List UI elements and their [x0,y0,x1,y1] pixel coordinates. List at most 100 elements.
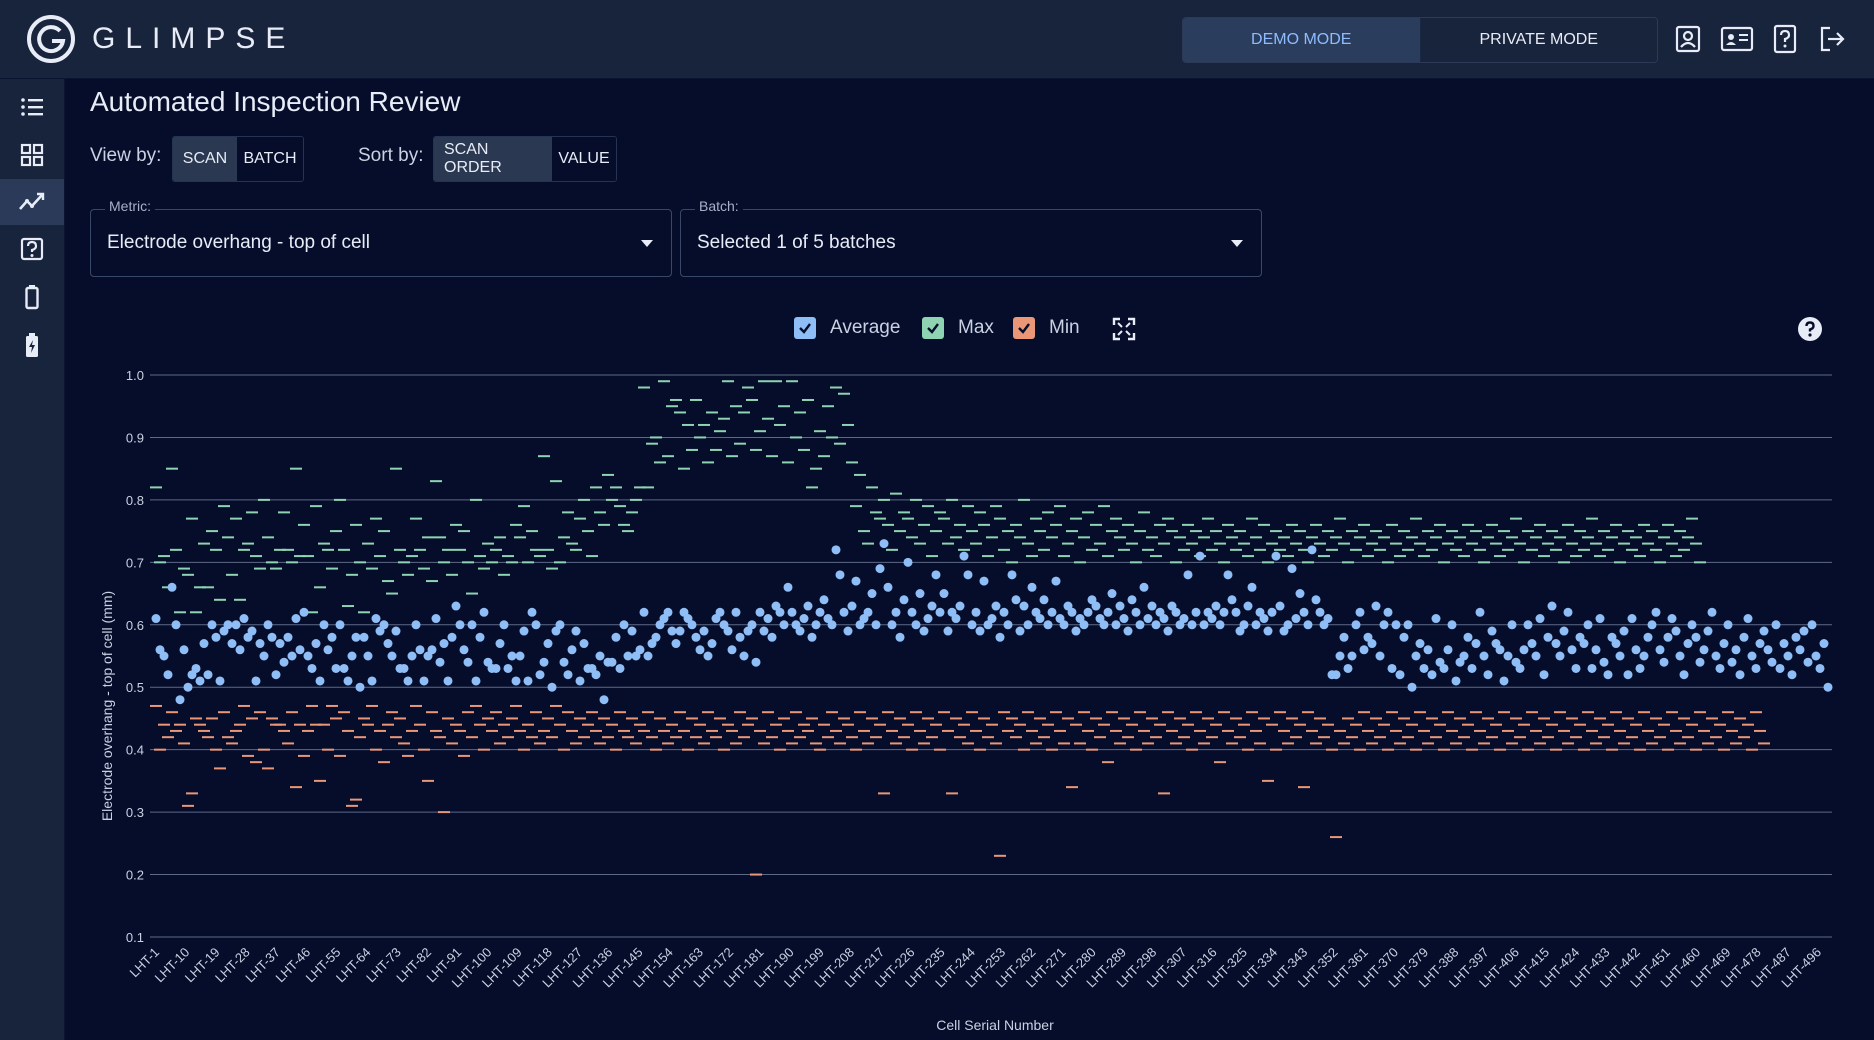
average-point[interactable] [1043,620,1053,630]
average-point[interactable] [1039,595,1049,605]
average-point[interactable] [1483,670,1493,680]
average-point[interactable] [1147,601,1157,611]
average-point[interactable] [751,657,761,667]
help-document-icon[interactable] [1770,24,1800,54]
average-point[interactable] [775,607,785,617]
average-point[interactable] [363,651,373,661]
average-point[interactable] [1267,607,1277,617]
average-point[interactable] [271,670,281,680]
average-point[interactable] [291,614,301,624]
average-point[interactable] [399,663,409,673]
average-point[interactable] [1743,614,1753,624]
average-point[interactable] [1799,626,1809,636]
average-point[interactable] [1179,614,1189,624]
sidebar-item-list[interactable] [0,84,64,130]
average-point[interactable] [1739,632,1749,642]
average-point[interactable] [875,564,885,574]
average-point[interactable] [1579,639,1589,649]
average-point[interactable] [203,670,213,680]
average-point[interactable] [1647,620,1657,630]
average-point[interactable] [1079,620,1089,630]
average-point[interactable] [591,670,601,680]
average-point[interactable] [991,601,1001,611]
average-point[interactable] [1335,651,1345,661]
average-point[interactable] [755,607,765,617]
average-point[interactable] [151,614,161,624]
average-point[interactable] [1567,645,1577,655]
average-point[interactable] [943,626,953,636]
average-point[interactable] [331,663,341,673]
average-point[interactable] [1783,651,1793,661]
average-point[interactable] [1543,632,1553,642]
average-point[interactable] [1339,632,1349,642]
average-point[interactable] [1735,670,1745,680]
average-point[interactable] [543,639,553,649]
average-point[interactable] [527,607,537,617]
average-point[interactable] [519,626,529,636]
average-point[interactable] [1459,651,1469,661]
average-point[interactable] [987,614,997,624]
average-point[interactable] [1355,607,1365,617]
average-point[interactable] [1323,614,1333,624]
average-point[interactable] [687,620,697,630]
average-point[interactable] [1443,645,1453,655]
average-point[interactable] [1623,670,1633,680]
average-point[interactable] [1791,632,1801,642]
average-point[interactable] [559,657,569,667]
average-point[interactable] [1555,651,1565,661]
average-point[interactable] [767,632,777,642]
average-point[interactable] [895,632,905,642]
average-point[interactable] [759,626,769,636]
average-point[interactable] [367,676,377,686]
average-point[interactable] [1411,651,1421,661]
average-point[interactable] [1699,645,1709,655]
average-point[interactable] [1767,657,1777,667]
average-point[interactable] [903,557,913,567]
average-point[interactable] [1451,676,1461,686]
average-point[interactable] [1635,663,1645,673]
average-point[interactable] [1395,670,1405,680]
average-point[interactable] [247,626,257,636]
average-point[interactable] [1199,620,1209,630]
average-point[interactable] [595,651,605,661]
average-point[interactable] [919,626,929,636]
average-point[interactable] [1667,614,1677,624]
sidebar-item-grid[interactable] [0,132,64,178]
average-point[interactable] [387,651,397,661]
average-point[interactable] [911,620,921,630]
average-point[interactable] [1195,551,1205,561]
average-point[interactable] [1691,632,1701,642]
average-point[interactable] [1107,589,1117,599]
average-point[interactable] [1163,626,1173,636]
average-point[interactable] [1227,595,1237,605]
average-point[interactable] [1399,632,1409,642]
average-point[interactable] [1367,639,1377,649]
average-point[interactable] [463,657,473,667]
average-point[interactable] [1571,663,1581,673]
average-point[interactable] [1011,595,1021,605]
average-point[interactable] [1527,639,1537,649]
average-point[interactable] [667,626,677,636]
average-point[interactable] [215,676,225,686]
average-point[interactable] [907,607,917,617]
sidebar-item-help[interactable] [0,226,64,272]
average-point[interactable] [1023,620,1033,630]
average-point[interactable] [1603,670,1613,680]
average-point[interactable] [835,570,845,580]
average-point[interactable] [1583,620,1593,630]
average-point[interactable] [1719,639,1729,649]
average-point[interactable] [1819,639,1829,649]
average-point[interactable] [575,676,585,686]
average-point[interactable] [1787,670,1797,680]
average-point[interactable] [1131,607,1141,617]
legend-min-toggle[interactable]: Min [1013,317,1080,339]
average-point[interactable] [1391,620,1401,630]
average-point[interactable] [1019,601,1029,611]
average-point[interactable] [1507,620,1517,630]
sidebar-item-analytics[interactable] [0,179,64,225]
average-point[interactable] [579,639,589,649]
average-point[interactable] [223,620,233,630]
average-point[interactable] [639,607,649,617]
average-point[interactable] [1619,626,1629,636]
average-point[interactable] [419,676,429,686]
